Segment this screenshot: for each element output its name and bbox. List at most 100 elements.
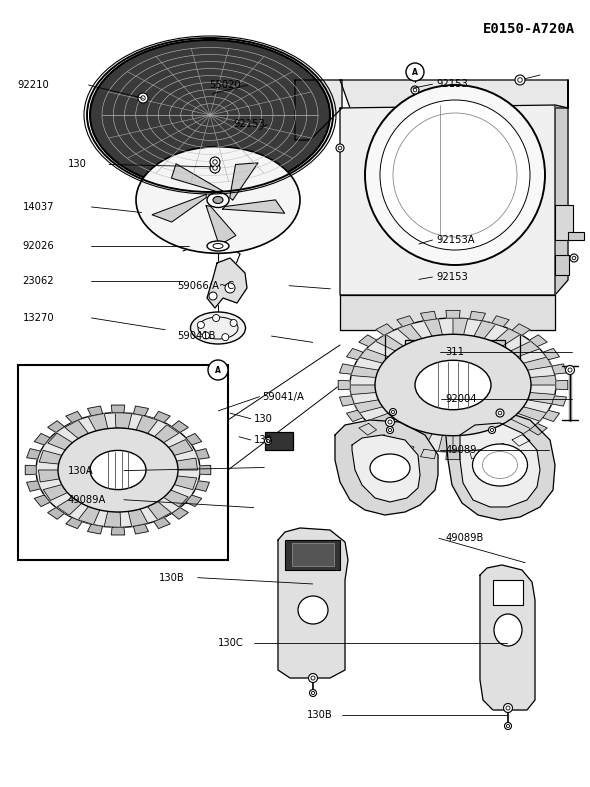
Polygon shape — [206, 205, 236, 246]
Polygon shape — [115, 412, 132, 429]
Circle shape — [490, 428, 494, 431]
Text: E0150-A720A: E0150-A720A — [483, 22, 575, 36]
Polygon shape — [25, 465, 36, 475]
Text: 59066/A~C: 59066/A~C — [177, 281, 234, 290]
Text: A: A — [412, 68, 418, 76]
Polygon shape — [375, 334, 405, 352]
Text: 130: 130 — [68, 160, 87, 169]
Polygon shape — [195, 481, 209, 491]
Polygon shape — [359, 423, 376, 435]
Bar — [555, 205, 573, 240]
Polygon shape — [48, 433, 73, 450]
Circle shape — [210, 157, 220, 167]
Polygon shape — [173, 476, 197, 490]
Polygon shape — [397, 324, 422, 342]
Polygon shape — [340, 105, 555, 295]
Polygon shape — [295, 80, 342, 140]
Polygon shape — [512, 434, 530, 446]
Ellipse shape — [207, 193, 229, 208]
Polygon shape — [186, 495, 202, 507]
Text: 49089B: 49089B — [445, 534, 484, 543]
Polygon shape — [453, 318, 468, 334]
Circle shape — [503, 704, 513, 712]
Polygon shape — [104, 512, 121, 527]
Polygon shape — [470, 449, 486, 459]
Text: 49089: 49089 — [445, 445, 477, 455]
Polygon shape — [366, 412, 397, 429]
Polygon shape — [424, 319, 442, 336]
Circle shape — [388, 428, 392, 431]
Polygon shape — [154, 425, 179, 443]
Text: 49089A: 49089A — [68, 495, 106, 504]
Circle shape — [198, 321, 204, 328]
Polygon shape — [168, 440, 193, 456]
Circle shape — [515, 75, 525, 85]
Circle shape — [336, 144, 344, 152]
Polygon shape — [524, 392, 555, 404]
Text: 92153: 92153 — [233, 120, 265, 129]
Polygon shape — [172, 508, 188, 519]
Text: 92210: 92210 — [18, 80, 50, 90]
Polygon shape — [230, 163, 258, 200]
Ellipse shape — [207, 241, 229, 251]
Polygon shape — [163, 490, 188, 507]
Text: A: A — [215, 365, 221, 375]
Polygon shape — [526, 375, 556, 385]
Circle shape — [413, 88, 417, 92]
Text: 130: 130 — [254, 414, 273, 423]
Polygon shape — [222, 200, 284, 213]
Ellipse shape — [375, 334, 531, 436]
Bar — [568, 232, 584, 240]
Text: 130: 130 — [254, 435, 273, 445]
Polygon shape — [27, 481, 41, 491]
Polygon shape — [410, 431, 432, 449]
Circle shape — [225, 283, 235, 293]
Polygon shape — [438, 435, 453, 452]
Circle shape — [338, 146, 342, 150]
Polygon shape — [502, 418, 531, 435]
Ellipse shape — [415, 360, 491, 410]
Circle shape — [365, 85, 545, 265]
Text: 311: 311 — [445, 347, 464, 357]
Polygon shape — [200, 465, 211, 475]
Circle shape — [572, 257, 576, 260]
Circle shape — [312, 692, 314, 695]
Circle shape — [389, 408, 396, 416]
Bar — [285, 540, 340, 570]
Circle shape — [141, 96, 145, 100]
Text: 59041/A: 59041/A — [263, 392, 304, 401]
Polygon shape — [339, 364, 354, 374]
Text: 59041B: 59041B — [177, 331, 215, 341]
Ellipse shape — [213, 197, 223, 204]
Polygon shape — [512, 323, 530, 335]
Polygon shape — [484, 427, 509, 446]
Polygon shape — [78, 506, 100, 525]
Circle shape — [565, 365, 575, 375]
Polygon shape — [543, 410, 559, 422]
Circle shape — [411, 86, 419, 94]
Circle shape — [230, 320, 237, 327]
Circle shape — [506, 706, 510, 710]
Polygon shape — [529, 335, 547, 346]
Bar — [18, 365, 228, 560]
Polygon shape — [87, 406, 103, 416]
Polygon shape — [172, 164, 222, 192]
Circle shape — [267, 439, 270, 442]
Polygon shape — [446, 452, 460, 460]
Polygon shape — [346, 410, 363, 422]
Text: 14037: 14037 — [22, 202, 54, 212]
Polygon shape — [57, 497, 82, 515]
Text: 130A: 130A — [68, 466, 94, 475]
Bar — [493, 580, 523, 605]
Polygon shape — [38, 470, 61, 482]
Polygon shape — [359, 349, 391, 364]
Polygon shape — [351, 366, 382, 378]
Polygon shape — [65, 420, 88, 439]
Text: 130B: 130B — [307, 710, 333, 719]
Polygon shape — [186, 434, 202, 445]
Polygon shape — [340, 80, 568, 108]
Ellipse shape — [350, 318, 556, 452]
Circle shape — [380, 100, 530, 250]
Circle shape — [498, 411, 502, 415]
Polygon shape — [340, 295, 555, 330]
